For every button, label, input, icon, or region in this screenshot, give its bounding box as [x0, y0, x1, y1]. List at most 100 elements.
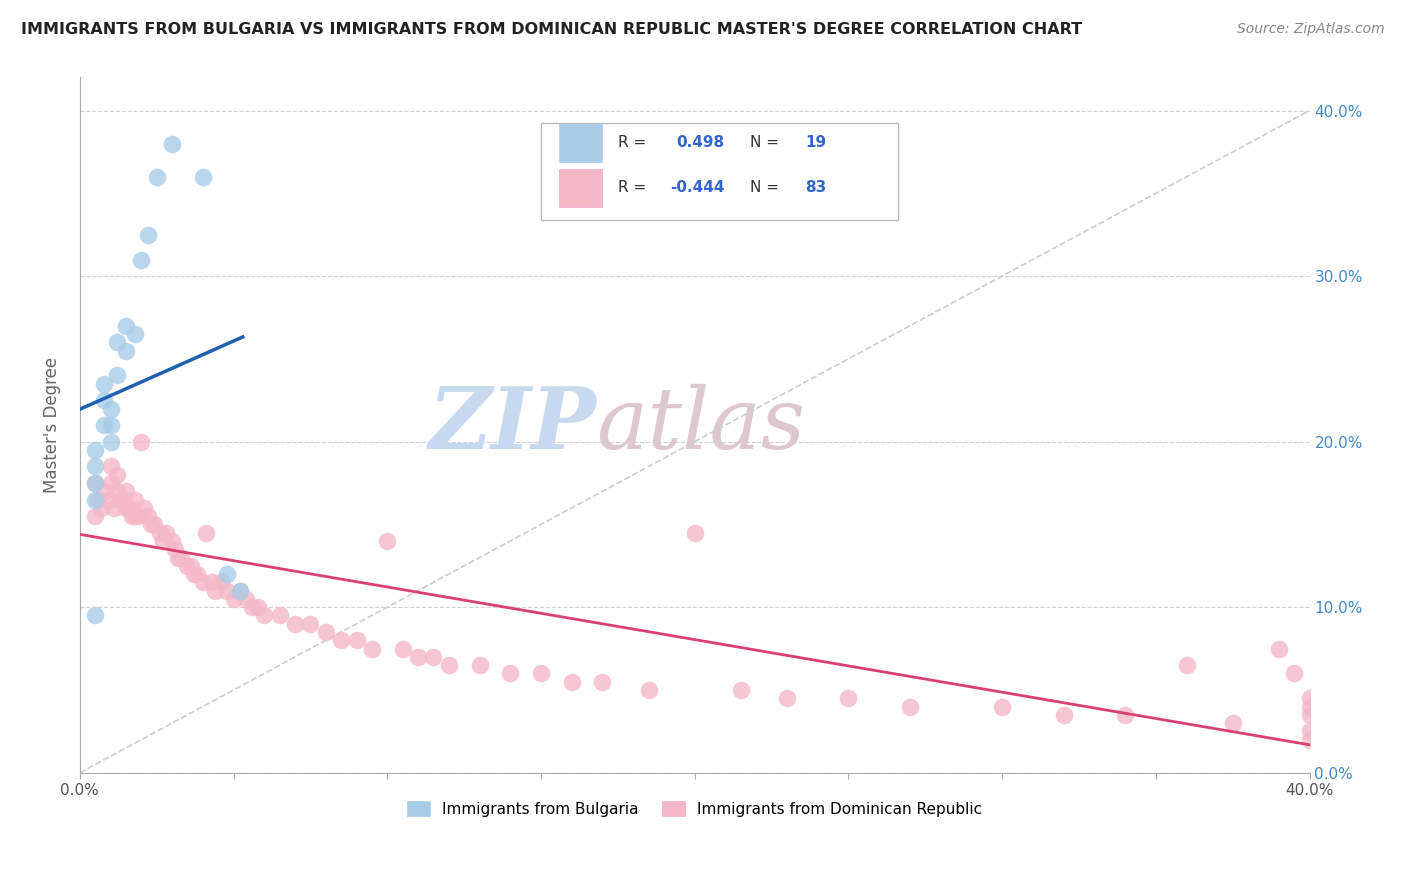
Point	[730, 683, 752, 698]
Text: IMMIGRANTS FROM BULGARIA VS IMMIGRANTS FROM DOMINICAN REPUBLIC MASTER'S DEGREE C: IMMIGRANTS FROM BULGARIA VS IMMIGRANTS F…	[21, 22, 1083, 37]
Point	[84, 459, 107, 474]
Point	[637, 683, 659, 698]
Point	[115, 343, 138, 358]
Point	[127, 509, 149, 524]
Point	[499, 666, 522, 681]
Text: R =: R =	[619, 180, 647, 195]
Point	[100, 476, 122, 491]
Point	[149, 525, 172, 540]
Point	[183, 567, 205, 582]
Point	[131, 252, 153, 267]
Point	[105, 467, 128, 482]
Point	[217, 567, 239, 582]
Point	[87, 492, 110, 507]
Point	[90, 500, 112, 515]
Point	[898, 699, 921, 714]
Point	[468, 658, 491, 673]
Point	[108, 492, 131, 507]
Point	[240, 600, 263, 615]
Point	[422, 649, 444, 664]
Point	[115, 500, 138, 515]
Point	[84, 608, 107, 623]
Point	[105, 335, 128, 350]
Point	[84, 442, 107, 457]
Point	[100, 459, 122, 474]
Point	[209, 575, 232, 590]
Point	[284, 616, 307, 631]
Point	[124, 509, 146, 524]
Point	[201, 575, 224, 590]
Point	[530, 666, 553, 681]
Point	[186, 567, 208, 582]
Point	[991, 699, 1014, 714]
Point	[145, 169, 167, 184]
Point	[837, 691, 859, 706]
Point	[170, 550, 193, 565]
Point	[84, 509, 107, 524]
Point	[299, 616, 322, 631]
Point	[84, 476, 107, 491]
Point	[194, 525, 217, 540]
Point	[217, 583, 239, 598]
Point	[118, 500, 141, 515]
Point	[222, 591, 245, 606]
Y-axis label: Master's Degree: Master's Degree	[44, 357, 60, 493]
Point	[155, 525, 177, 540]
Bar	[560, 124, 602, 161]
Point	[124, 326, 146, 341]
Point	[1298, 707, 1320, 722]
Text: N =: N =	[749, 135, 779, 150]
Point	[111, 492, 134, 507]
Point	[96, 492, 118, 507]
Point	[1222, 716, 1244, 731]
Point	[105, 368, 128, 383]
Text: N =: N =	[749, 180, 779, 195]
Point	[683, 525, 706, 540]
Point	[204, 583, 226, 598]
Point	[115, 318, 138, 333]
Point	[776, 691, 799, 706]
Point	[152, 533, 174, 548]
Point	[391, 641, 413, 656]
Text: R =: R =	[619, 135, 647, 150]
Point	[1052, 707, 1074, 722]
Point	[93, 393, 115, 408]
Point	[375, 533, 398, 548]
Point	[84, 492, 107, 507]
Point	[160, 533, 183, 548]
Point	[235, 591, 257, 606]
Point	[84, 476, 107, 491]
Point	[167, 550, 190, 565]
Point	[191, 169, 214, 184]
Point	[315, 625, 337, 640]
Point	[139, 517, 162, 532]
Point	[136, 509, 159, 524]
Point	[330, 633, 353, 648]
Bar	[560, 169, 602, 207]
Point	[93, 376, 115, 391]
Point	[1268, 641, 1291, 656]
Text: 19: 19	[806, 135, 827, 150]
Text: ZIP: ZIP	[429, 384, 596, 467]
Point	[100, 401, 122, 416]
Point	[105, 484, 128, 499]
Point	[134, 500, 156, 515]
Point	[165, 542, 187, 557]
Point	[406, 649, 429, 664]
Point	[437, 658, 460, 673]
Point	[229, 583, 252, 598]
Point	[1114, 707, 1136, 722]
Point	[1282, 666, 1305, 681]
Point	[124, 492, 146, 507]
Point	[160, 136, 183, 151]
Point	[131, 434, 153, 449]
Point	[561, 674, 583, 689]
Point	[1175, 658, 1198, 673]
Point	[103, 500, 125, 515]
Point	[115, 484, 138, 499]
Point	[136, 227, 159, 242]
Point	[346, 633, 368, 648]
Point	[100, 434, 122, 449]
Point	[1298, 724, 1320, 739]
Point	[180, 558, 202, 573]
